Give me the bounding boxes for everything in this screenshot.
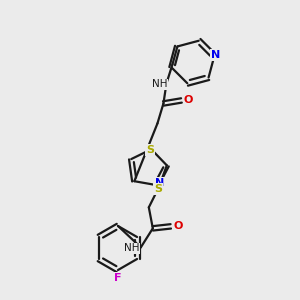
Text: O: O [173, 221, 182, 231]
Text: F: F [114, 273, 122, 283]
Text: O: O [184, 95, 193, 105]
Text: S: S [154, 184, 162, 194]
Text: N: N [155, 178, 164, 188]
Text: S: S [146, 145, 154, 155]
Text: N: N [211, 50, 220, 60]
Text: NH: NH [152, 80, 167, 89]
Text: NH: NH [124, 243, 140, 254]
